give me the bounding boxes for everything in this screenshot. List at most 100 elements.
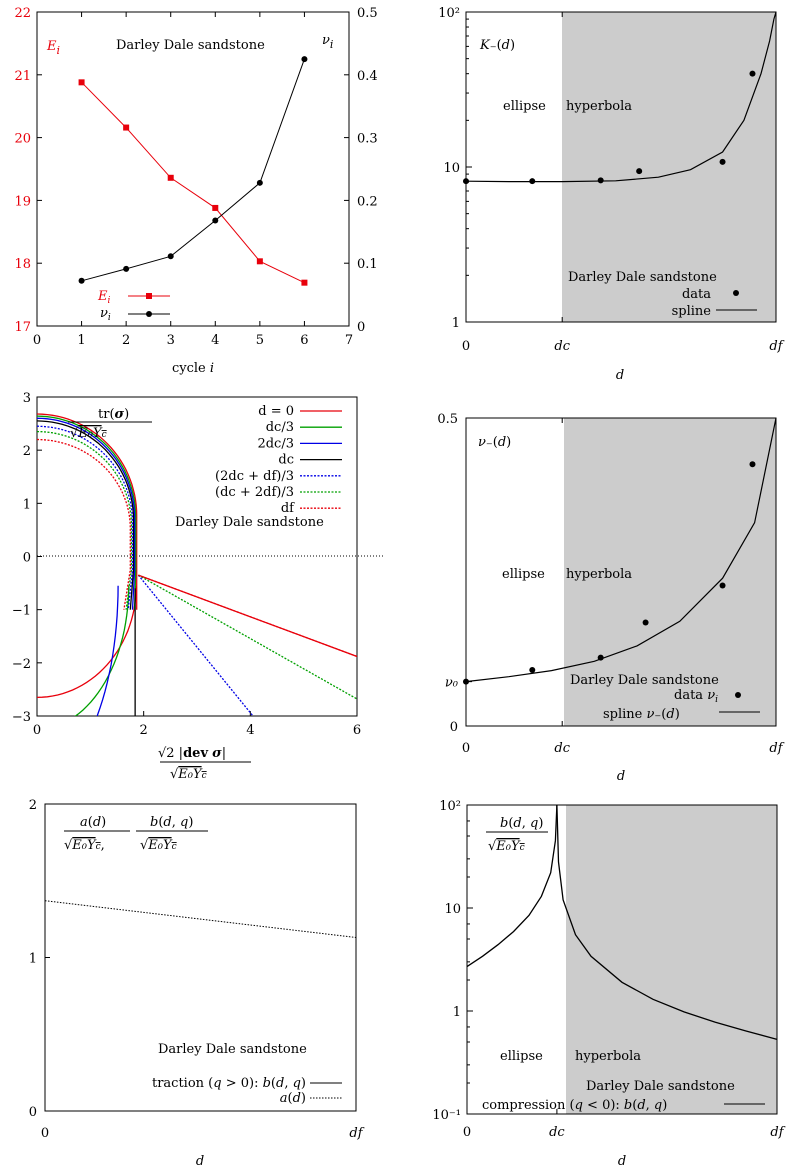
y-tick-label: −3 (12, 710, 31, 725)
panel5-title-a-num: a(d) (80, 815, 106, 830)
panel6-marks: 0 dc df 10⁻¹ 1 10 10² (432, 799, 785, 1140)
panel1-left-ylabel: Ei (46, 39, 60, 57)
panel2-marks: 0 dc df 1 10 10² (438, 6, 785, 354)
y-tick-label: 1 (29, 952, 37, 967)
panel1-annotation: Darley Dale sandstone (116, 38, 265, 53)
x-tick-label: 7 (345, 333, 353, 348)
panel4-annotation: Darley Dale sandstone (570, 673, 719, 688)
panel5-title-b-den: √E₀Yc (140, 838, 177, 853)
x-tick-label: df (769, 741, 784, 756)
data-point (529, 666, 536, 673)
legend-nui: νi (100, 306, 111, 323)
y-tick-label-right: 0 (357, 320, 365, 335)
panel1-frame (36, 11, 350, 327)
yield-surface-upper (37, 430, 133, 610)
x-tick-label: 2 (122, 333, 130, 348)
panel5-annotation: Darley Dale sandstone (158, 1042, 307, 1057)
panel6-title-den: √E₀Yc (488, 839, 525, 854)
y-tick-label-right: 0.3 (357, 132, 378, 147)
y-tick-label: 1 (453, 1005, 461, 1020)
panel6-annotation: Darley Dale sandstone (586, 1079, 735, 1094)
y-tick-label-left: 20 (14, 132, 31, 147)
data-point (529, 178, 536, 185)
y-tick-label: 3 (23, 391, 31, 406)
legend-traction: traction (q > 0): b(d, q) (152, 1076, 306, 1091)
x-tick-label: df (770, 1125, 785, 1140)
panel-yield-surfaces: 0 2 4 6 −3 −2 −1 0 1 2 3 tr(σ) √E₀Yc √2 |dev σ| √E… (12, 391, 384, 782)
yield-surface-upper (37, 420, 135, 610)
panel3-xlabel: √2 |dev σ| √E₀Yc (158, 746, 251, 782)
legend-label: (2dc + df)/3 (215, 469, 294, 484)
yield-surface-upper (37, 415, 137, 610)
panel5-marks: 0 df 0 1 2 (29, 798, 365, 1141)
legend-Ei: Ei (97, 289, 111, 306)
legend-data-nu-marker (735, 692, 741, 698)
x-tick-label: 5 (256, 333, 264, 348)
spline-line (465, 417, 777, 683)
yield-surface-tail (137, 574, 254, 716)
panel4-shade (564, 418, 776, 726)
y-tick-label: 1 (23, 497, 31, 512)
yield-surface-lower (74, 585, 130, 716)
panel5-title-a-den: √E₀Yc, (64, 838, 105, 853)
yield-surface-upper (37, 438, 131, 610)
legend-nui-marker (146, 311, 152, 317)
y-tick-label: 2 (23, 444, 31, 459)
y-tick-label: 2 (29, 798, 37, 813)
y-tick-label-left: 17 (14, 320, 31, 335)
y-tick-label-right: 0.1 (357, 257, 378, 272)
data-point-circle (123, 265, 130, 272)
x-tick-label: 4 (246, 723, 254, 738)
region-hyperbola-4: hyperbola (566, 567, 632, 582)
legend-data-nu: data νi (674, 688, 718, 705)
y-tick-label-left: 21 (14, 69, 31, 84)
x-tick-label: dc (554, 741, 570, 756)
panel2-title: K₋(d) (479, 38, 515, 53)
panel3-ylabel-den: √E₀Yc (70, 426, 107, 441)
y-tick-label: −2 (12, 657, 31, 672)
data-point-circle (78, 277, 85, 284)
yield-surface-lower (37, 585, 137, 699)
yield-surface-lower (96, 585, 119, 716)
data-point-square (256, 258, 263, 265)
x-tick-label: dc (549, 1125, 565, 1140)
y-tick-label: 0 (23, 551, 31, 566)
y-tick-label: 10⁻¹ (432, 1108, 461, 1123)
legend-data-marker (733, 290, 739, 296)
x-tick-label: 0 (462, 741, 470, 756)
data-point-circle (212, 217, 219, 224)
panel6-shade (566, 805, 777, 1114)
panel6-title: b(d, q) √E₀Yc (486, 816, 548, 854)
x-tick-label: 1 (77, 333, 85, 348)
panel-nu-minus: 0 dc df 0 ν₀ 0.5 ν₋(d) ellipse hyperbola Darl… (437, 412, 784, 784)
x-tick-label: 0 (462, 339, 470, 354)
panel-K-minus: 0 dc df 1 10 10² K₋(d) ellipse hyperbola Darl… (438, 6, 785, 383)
yield-surface-tail (138, 574, 357, 658)
y-tick-label: 10² (438, 6, 460, 21)
panel5-xlabel: d (196, 1154, 204, 1169)
legend-label: df (281, 501, 295, 516)
y-tick-label-right: 0.4 (357, 69, 378, 84)
x-tick-label: df (349, 1126, 364, 1141)
y-tick-label: 10 (444, 902, 461, 917)
region-hyperbola-6: hyperbola (575, 1049, 641, 1064)
panel1-legend: Ei νi (97, 289, 170, 323)
panel5-title-b-num: b(d, q) (150, 815, 193, 830)
x-tick-label: 3 (167, 333, 175, 348)
data-point-circle (301, 56, 308, 63)
y-tick-label-right: 0.5 (357, 6, 378, 21)
data-point-square (78, 79, 85, 86)
x-tick-label: 2 (140, 723, 148, 738)
legend-data-nu-word: data (674, 688, 707, 703)
series-line (81, 81, 305, 284)
panel3-ylabel-num: tr(σ) (98, 407, 129, 422)
panel-b-compression: 0 dc df 10⁻¹ 1 10 10² b(d, q) √E₀Yc ellipse hy… (432, 799, 785, 1169)
y-tick-label: ν₀ (445, 676, 459, 691)
panel4-marks: 0 dc df 0 ν₀ 0.5 (437, 412, 784, 756)
data-point-square (167, 174, 174, 181)
x-tick-label: df (769, 339, 784, 354)
series-line (81, 58, 305, 282)
x-tick-label: dc (554, 339, 570, 354)
region-ellipse-6: ellipse (500, 1049, 543, 1064)
